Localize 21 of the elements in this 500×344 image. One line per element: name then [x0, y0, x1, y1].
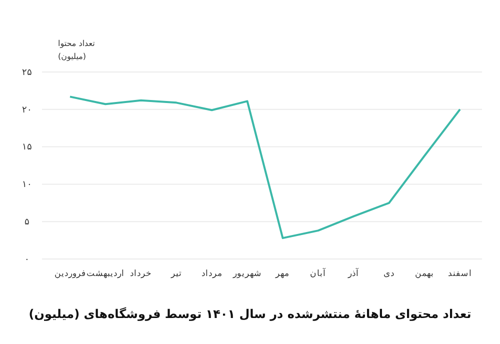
text: تعداد محتوای ماهانهٔ منتشرشده در سال ۱۴۰۱ توسط فروشگاه‌های (میلیون) [28, 307, 472, 321]
x-tick-label: بهمن [415, 268, 434, 280]
x-tick-label: مرداد [201, 268, 222, 280]
x-tick-label: اسفند [448, 268, 472, 278]
x-tick-label: شهریور [232, 268, 262, 280]
x-tick-label: اردیبهشت [86, 268, 124, 280]
x-tick-label: تیر [170, 268, 182, 280]
y-tick-label: ۲۰ [22, 104, 32, 114]
line-series [69, 96, 461, 240]
y-tick-label: ۱۵ [22, 142, 32, 152]
y-tick-label: ۵ [24, 216, 30, 226]
y-tick-label: ۱۰ [22, 179, 32, 190]
y-axis-title: تعداد محتوا (میلیون) [58, 39, 95, 61]
x-tick-label: آذر [347, 267, 360, 280]
x-tick-label: آبان [310, 267, 326, 278]
y-tick-label: ۲۵ [22, 66, 32, 77]
x-tick-label: فروردین [54, 268, 86, 280]
y-tick-label: ۰ [24, 254, 30, 264]
x-tick-label: خرداد [130, 268, 152, 280]
x-tick-label: مهر [274, 268, 290, 280]
x-tick-label: دی [384, 268, 395, 278]
